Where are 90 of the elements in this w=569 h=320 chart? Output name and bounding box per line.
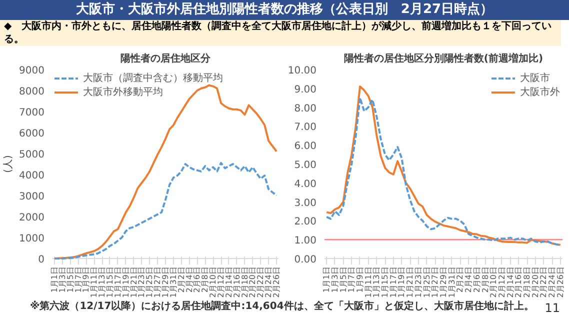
x-tick-label: 2月16日 [514,266,524,298]
x-tick-label: 2月4日 [184,266,194,293]
x-tick-label: 1月7日 [347,266,356,293]
y-tick-label: 4000 [19,170,45,182]
y-tick-label: 2000 [19,212,45,224]
x-tick-label: 1月25日 [422,266,432,298]
x-tick-label: 1月13日 [372,266,382,298]
x-tick-label: 2月22日 [539,266,548,298]
y-tick-label: 0 [38,254,45,266]
x-tick-label: 2月10日 [489,266,498,298]
x-tick-label: 2月20日 [530,266,540,298]
text: 大阪市・大阪市外居住地別陽性者数の推移（公表日別 2月27日時点） [76,0,494,19]
y-tick-label: 3000 [19,192,45,202]
x-tick-label: 2月16日 [232,266,242,298]
x-tick-label: 2月8日 [200,266,210,293]
x-tick-label: 2月18日 [522,266,532,298]
x-tick-label: 1月3日 [58,266,67,293]
x-tick-label: 2月4日 [464,266,474,293]
y-tick-label: 7000 [19,108,45,118]
x-tick-label: 1月15日 [380,266,390,298]
y-axis-title: (人) [3,155,14,173]
y-tick-label: 6000 [19,128,45,140]
legend-label: 大阪市外移動平均 [83,86,163,99]
x-tick-label: 1月25日 [145,266,154,298]
x-tick-label: 1月19日 [397,266,406,298]
y-tick-label: 7.00 [294,122,316,134]
x-tick-label: 2月14日 [506,266,515,298]
x-tick-label: 2月26日 [556,266,565,298]
x-tick-label: 1月19日 [121,266,130,298]
y-tick-label: 1.00 [294,236,316,247]
x-tick-label: 1月21日 [129,266,138,298]
x-tick-label: 1月11日 [364,266,373,298]
x-tick-label: 2月6日 [472,266,482,293]
legend-label: 大阪市（調査中含む）移動平均 [83,72,223,85]
x-tick-label: 2月12日 [216,266,226,298]
chart-title: 陽性者の居住地区分 [120,52,212,64]
x-tick-label: 1月21日 [406,266,415,298]
x-tick-label: 2月24日 [548,266,557,298]
x-tick-label: 1月31日 [447,266,456,298]
x-tick-label: 2月20日 [248,266,258,298]
y-tick-label: 8.00 [294,103,316,114]
text: ◆ 大阪市内・市外ともに、居住地陽性者数（調査中を全て大阪市居住地に計上）が減少し、前週増加比も１を下回っている。 [4,20,553,46]
x-tick-label: 2月2日 [456,266,465,293]
x-tick-label: 2月10日 [208,266,218,298]
legend-label: 大阪市外 [520,86,560,99]
x-tick-label: 1月5日 [338,266,348,293]
x-tick-label: 1月29日 [439,266,448,298]
y-tick-label: 3.00 [294,198,316,209]
legend-label: 大阪市 [520,72,550,85]
x-tick-label: 1月11日 [90,266,99,298]
text: ※第六波（12/17以降）における居住地調査中:14,604件は、全て「大阪市」と仮定し、大阪市居住地に計上。 [30,300,534,314]
x-tick-label: 2月18日 [240,266,250,298]
x-tick-label: 2月26日 [272,266,282,298]
x-tick-label: 2月2日 [176,266,186,293]
y-tick-label: 5.00 [294,160,316,171]
x-tick-label: 1月9日 [355,266,364,293]
x-tick-label: 1月5日 [66,266,75,293]
x-tick-label: 1月27日 [430,266,440,298]
x-tick-label: 2月6日 [192,266,202,293]
text: 11 [544,300,560,317]
x-tick-label: 2月8日 [480,266,490,293]
x-tick-label: 1月23日 [414,266,423,298]
x-tick-label: 1月1日 [50,266,59,293]
y-tick-label: 4.00 [294,178,316,190]
x-tick-label: 1月27日 [153,266,162,298]
x-tick-label: 1月31日 [168,266,178,298]
x-tick-label: 2月12日 [497,266,506,298]
x-tick-label: 1月13日 [98,266,107,298]
chart-title: 陽性者の居住地区分別陽性者数(前週増加比) [344,52,544,64]
y-tick-label: 2.00 [294,216,316,228]
y-tick-label: 6.00 [294,141,316,152]
y-tick-label: 10.00 [288,66,317,76]
x-tick-label: 1月7日 [74,266,83,293]
y-tick-label: 5000 [19,150,45,160]
y-tick-label: 8000 [19,86,45,98]
x-tick-label: 1月15日 [105,266,114,298]
x-tick-label: 2月22日 [256,266,266,298]
x-tick-label: 1月29日 [161,266,170,298]
x-tick-label: 1月17日 [388,266,398,298]
y-tick-label: 9.00 [294,84,316,96]
x-tick-label: 1月1日 [322,266,332,293]
x-tick-label: 1月9日 [82,266,91,293]
y-tick-label: 0.00 [294,254,316,266]
x-tick-label: 2月24日 [264,266,274,298]
y-tick-label: 9000 [19,66,45,76]
y-tick-label: 1000 [19,234,45,244]
x-tick-label: 1月17日 [113,266,122,298]
x-tick-label: 1月23日 [137,266,146,298]
x-tick-label: 1月3日 [330,266,340,293]
x-tick-label: 2月14日 [224,266,234,298]
